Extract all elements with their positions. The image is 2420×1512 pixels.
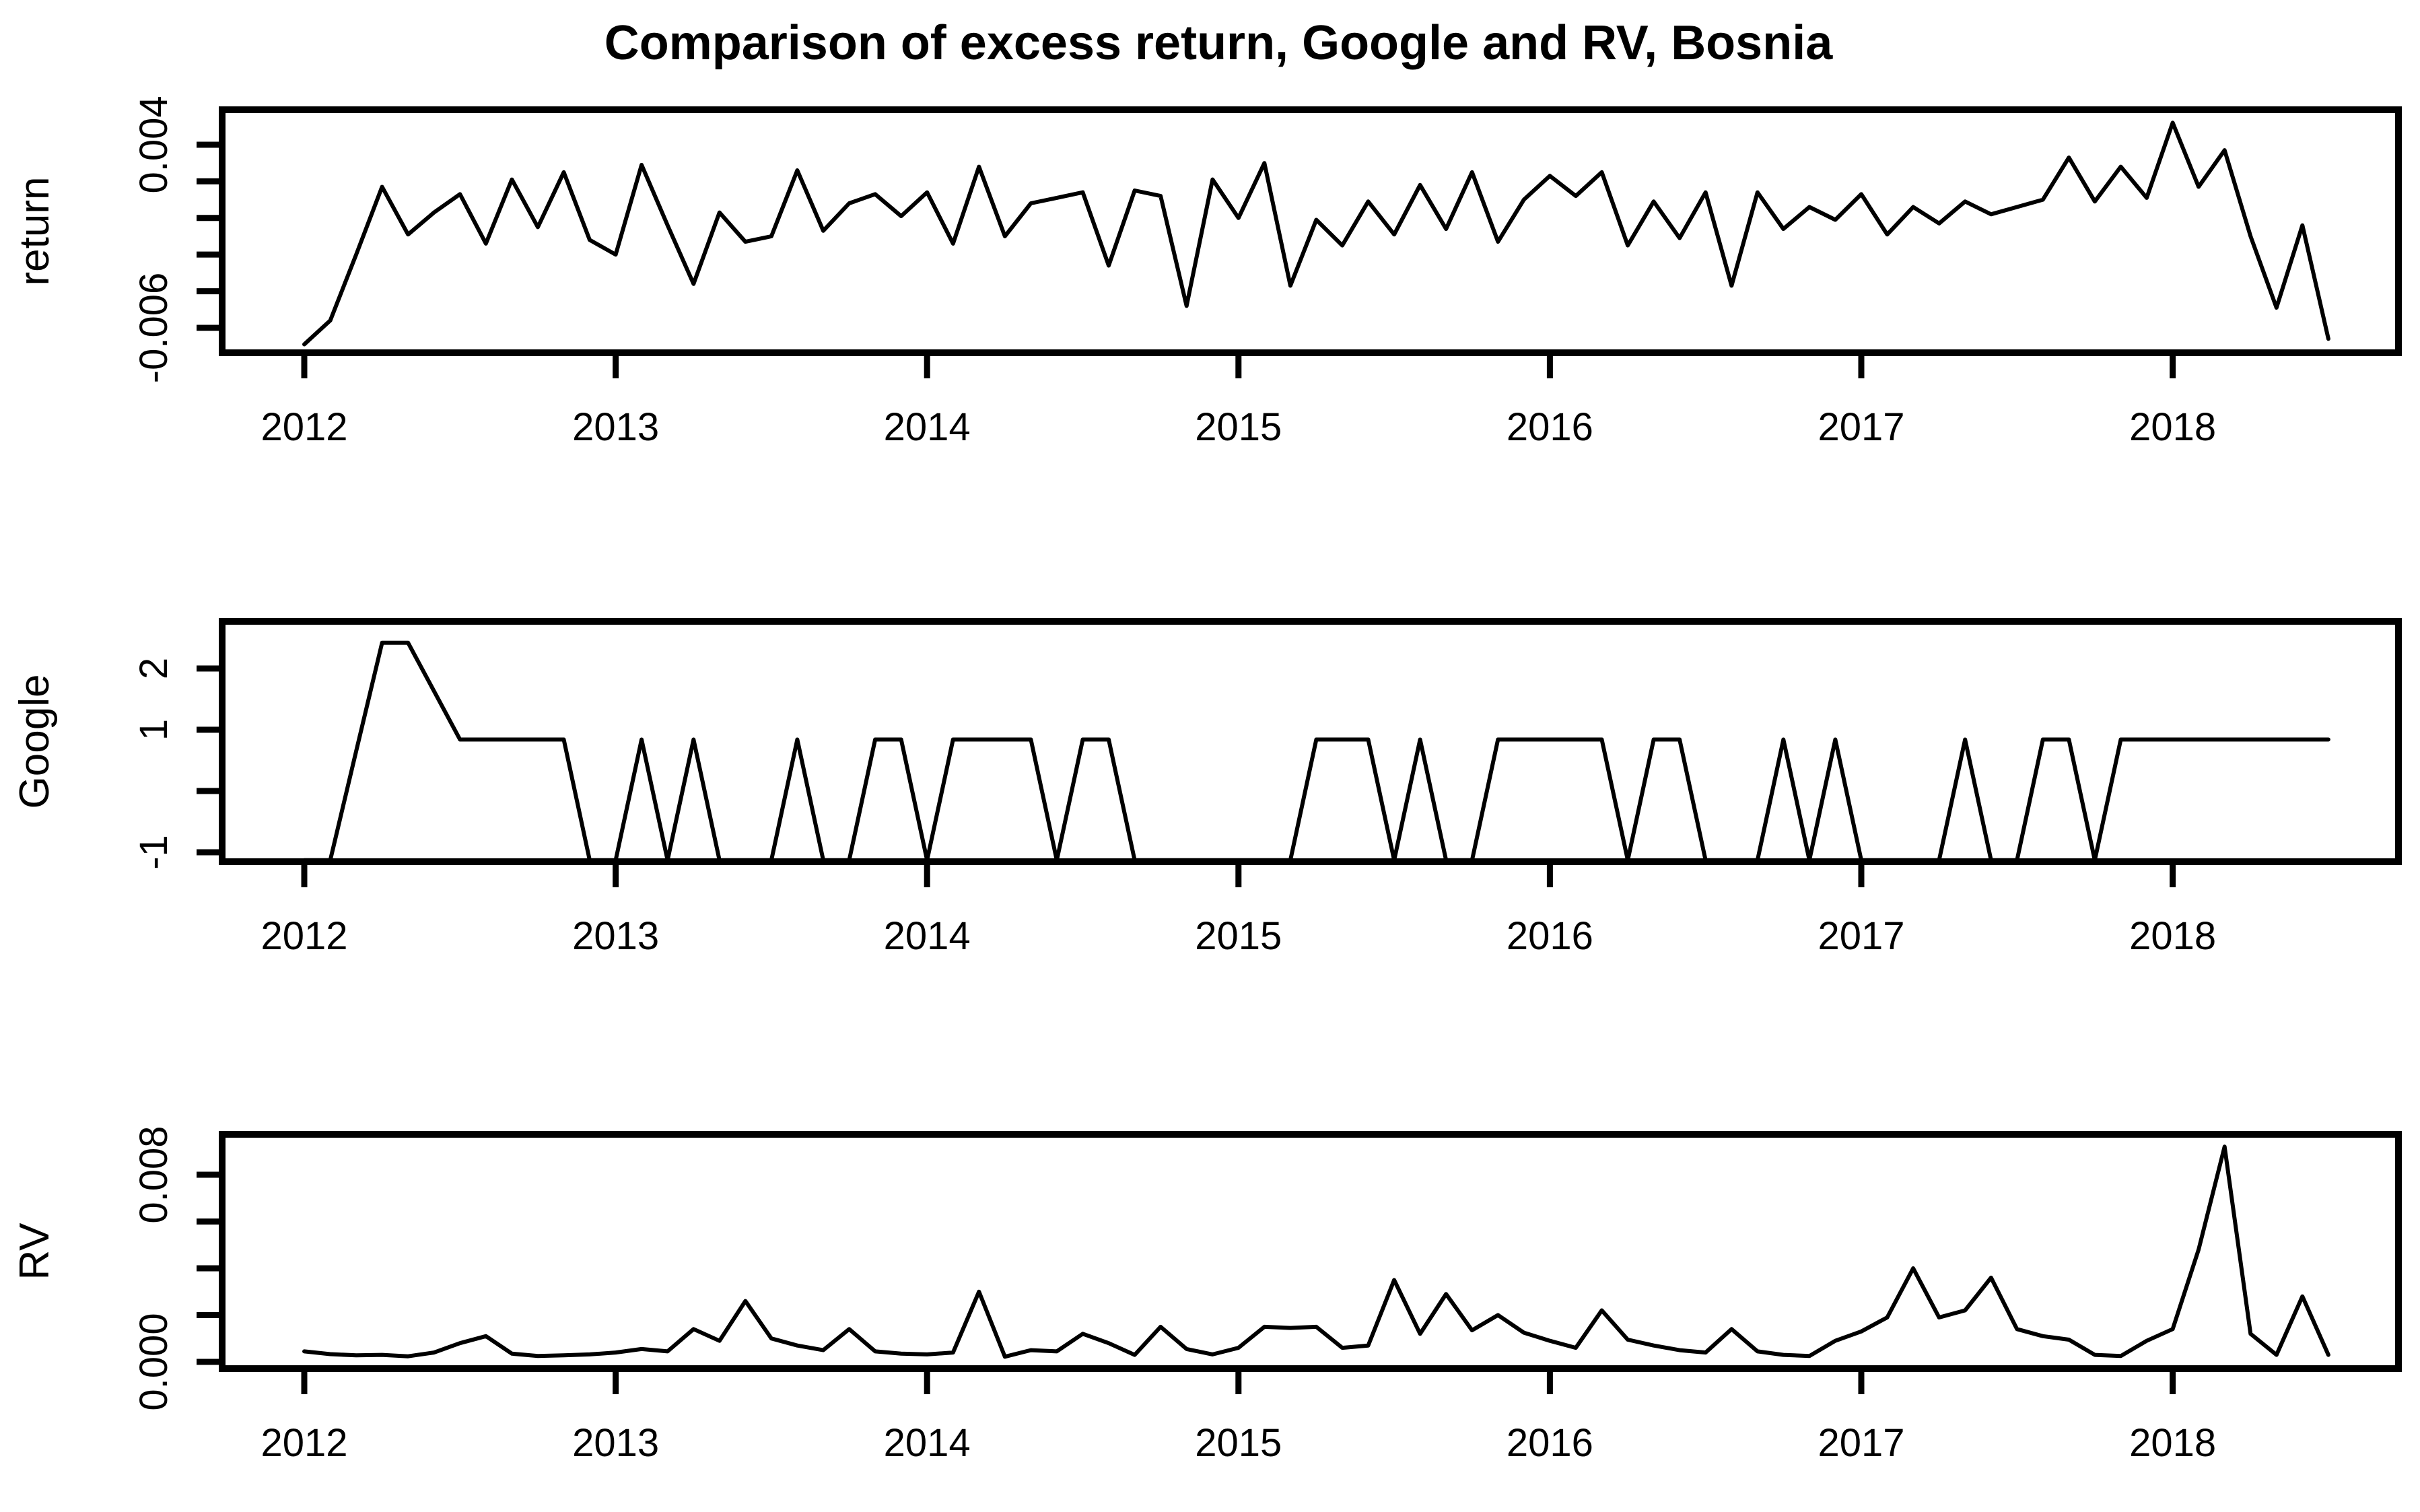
- google-series-line: [302, 640, 2330, 862]
- rv-x-tick-label: 2015: [1195, 1421, 1282, 1465]
- return-x-tick-label: 2017: [1818, 405, 1904, 449]
- rv-x-tick-label: 2016: [1507, 1421, 1593, 1465]
- google-x-tick-label: 2012: [261, 914, 347, 958]
- return-x-tick-label: 2013: [572, 405, 659, 449]
- return-y-tick-label: 0.004: [132, 96, 176, 193]
- return-y-tick-label: -0.006: [132, 273, 176, 383]
- google-y-tick-label: -1: [132, 835, 176, 870]
- rv-x-tick-label: 2018: [2129, 1421, 2216, 1465]
- google-x-tick-label: 2018: [2129, 914, 2216, 958]
- return-plot-box: [219, 106, 2402, 356]
- panel-google: 2 1 -1 2012 2013 2014 2015 2016 2017 2018 Google: [11, 618, 2402, 958]
- return-x-tick-label: 2016: [1507, 405, 1593, 449]
- google-plot-box: [219, 618, 2402, 865]
- google-axis-title: Google: [11, 675, 58, 809]
- google-x-tick-label: 2016: [1507, 914, 1593, 958]
- google-x-tick-label: 2017: [1818, 914, 1904, 958]
- google-x-tick-label: 2015: [1195, 914, 1282, 958]
- google-y-tick-label: 1: [132, 719, 176, 741]
- panel-rv: 0.008 0.000 2012 2013 2014 2015 2016 2017 2018 RV: [11, 1126, 2402, 1465]
- google-x-tick-label: 2014: [884, 914, 971, 958]
- google-y-tick-label: 2: [132, 658, 176, 679]
- rv-axis-title: RV: [11, 1223, 58, 1280]
- rv-x-tick-label: 2012: [261, 1421, 347, 1465]
- rv-x-tick-label: 2013: [572, 1421, 659, 1465]
- rv-plot-box: [219, 1131, 2402, 1372]
- rv-series-line: [302, 1144, 2330, 1359]
- return-x-tick-label: 2015: [1195, 405, 1282, 449]
- panel-return: 0.004 -0.006 2012 2013 2014 2015 2016 2017 2018 r…: [11, 96, 2402, 449]
- rv-x-tick-label: 2017: [1818, 1421, 1904, 1465]
- rv-x-tick-label: 2014: [884, 1421, 971, 1465]
- rv-y-tick-label: 0.000: [132, 1313, 176, 1410]
- return-x-tick-label: 2014: [884, 405, 971, 449]
- return-series-line: [302, 121, 2330, 347]
- return-x-tick-label: 2012: [261, 405, 347, 449]
- return-axis-title: return: [11, 177, 58, 286]
- rv-y-tick-label: 0.008: [132, 1126, 176, 1223]
- chart-title: Comparison of excess return, Google and …: [604, 16, 1833, 70]
- google-x-tick-label: 2013: [572, 914, 659, 958]
- return-x-tick-label: 2018: [2129, 405, 2216, 449]
